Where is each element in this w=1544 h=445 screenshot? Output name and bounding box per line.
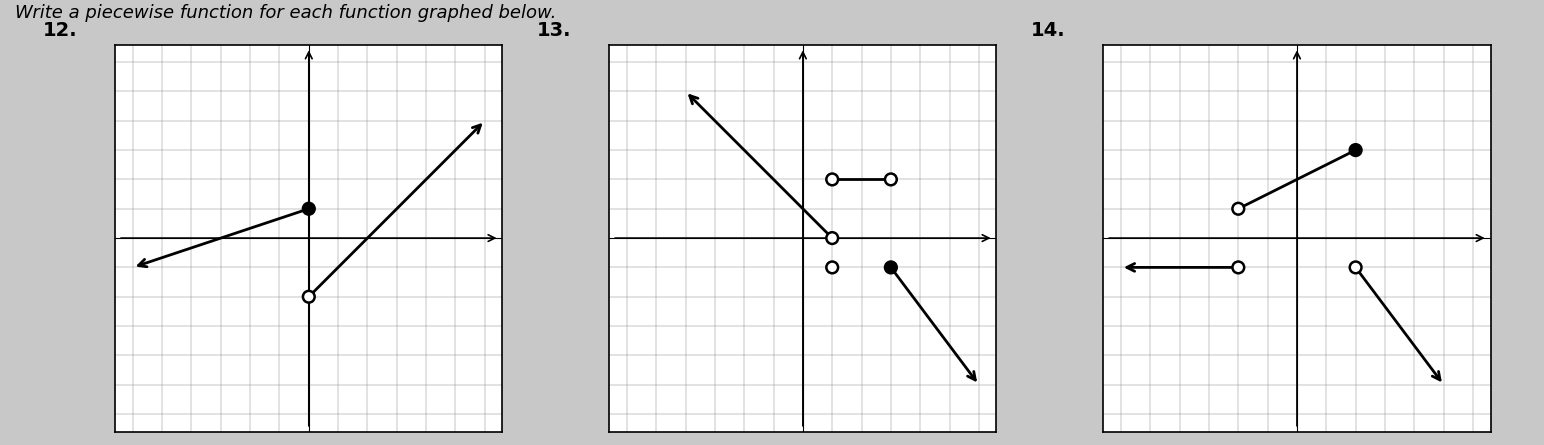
Circle shape	[826, 232, 838, 244]
Text: 13.: 13.	[537, 21, 571, 40]
Circle shape	[1349, 262, 1362, 273]
Circle shape	[303, 203, 315, 214]
Circle shape	[826, 262, 838, 273]
Circle shape	[1232, 203, 1244, 214]
Text: Write a piecewise function for each function graphed below.: Write a piecewise function for each func…	[15, 4, 557, 22]
Text: 12.: 12.	[43, 21, 77, 40]
Circle shape	[1232, 262, 1244, 273]
Text: 14.: 14.	[1031, 21, 1065, 40]
Circle shape	[885, 262, 897, 273]
Circle shape	[303, 291, 315, 303]
Circle shape	[826, 174, 838, 185]
Circle shape	[1349, 144, 1362, 156]
Circle shape	[885, 174, 897, 185]
